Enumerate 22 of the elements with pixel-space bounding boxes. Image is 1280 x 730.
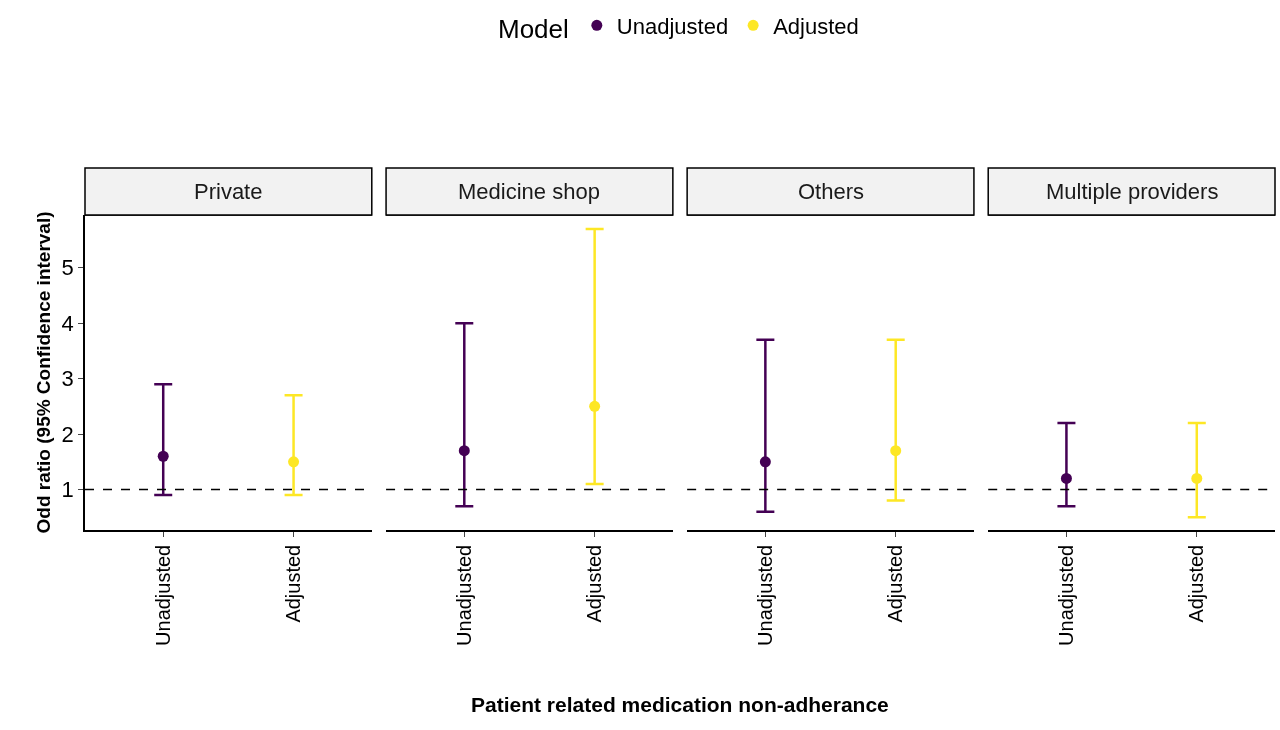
- legend-title: Model: [498, 14, 569, 45]
- chart-title: Medicine shop: [458, 179, 600, 204]
- x-axis-title: Patient related medication non-adherance: [471, 693, 889, 716]
- x-tick-label: Adjusted: [884, 544, 907, 623]
- y-tick-label: 2: [61, 421, 74, 447]
- y-axis-title: Odd ratio (95% Confidence interval): [33, 211, 55, 534]
- x-tick-label: Unadjusted: [452, 544, 475, 646]
- x-tick-label: Unadjusted: [151, 544, 174, 646]
- x-tick-label: Adjusted: [1185, 544, 1208, 623]
- chart-title: Private: [194, 179, 263, 204]
- x-tick-label: Unadjusted: [1054, 544, 1077, 646]
- chart-title: Others: [798, 179, 865, 204]
- y-tick-label: 1: [61, 477, 74, 503]
- y-tick-label: 4: [61, 310, 74, 336]
- x-tick-label: Adjusted: [583, 544, 606, 623]
- chart-title: Multiple providers: [1046, 179, 1219, 204]
- y-tick-label: 3: [61, 366, 74, 392]
- x-tick-label: Adjusted: [282, 544, 305, 623]
- legend-label: Unadjusted: [616, 13, 729, 39]
- y-tick-label: 5: [61, 255, 74, 281]
- legend-label: Adjusted: [773, 13, 859, 39]
- x-tick-label: Unadjusted: [753, 544, 776, 646]
